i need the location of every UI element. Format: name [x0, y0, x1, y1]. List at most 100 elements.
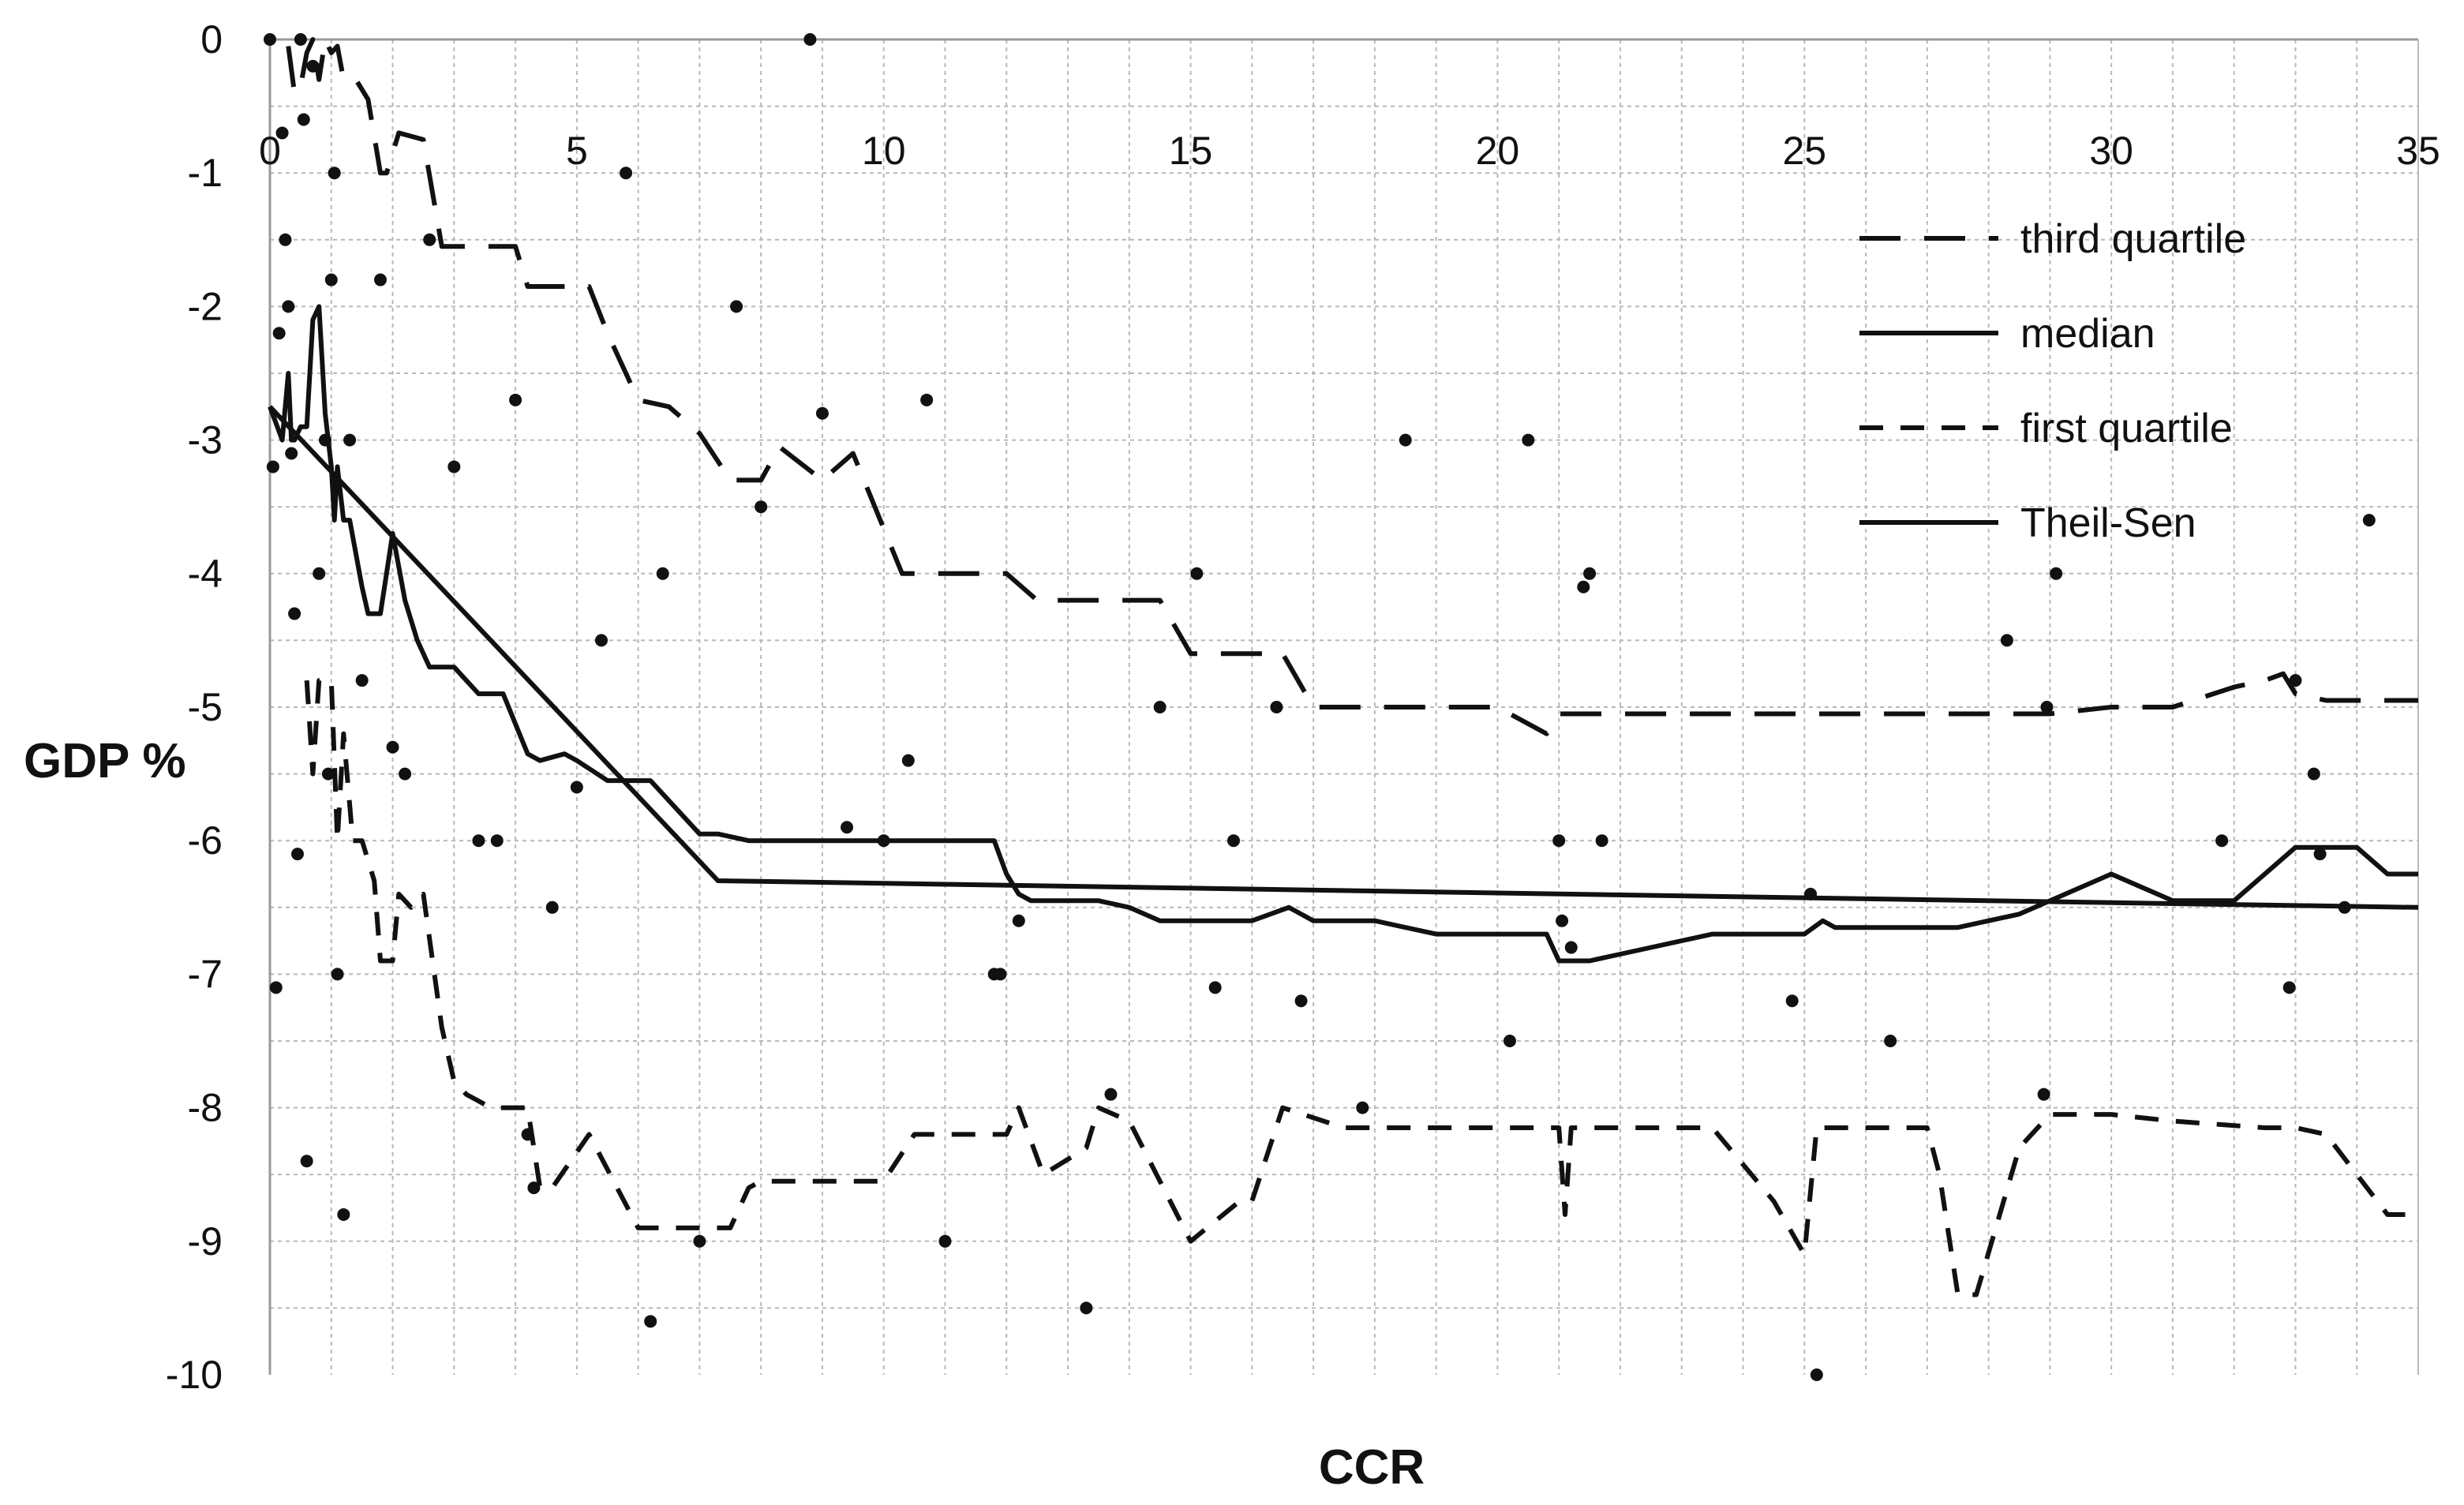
- scatter-point: [423, 233, 436, 246]
- scatter-point: [331, 968, 344, 981]
- scatter-point: [490, 834, 504, 848]
- y-tick-label: -7: [188, 952, 223, 996]
- tick-labels: 0 5 10 15 20 25 30 35 0 -1 -2 -3 -4 -5 -6 -7 -8 -9 -10: [166, 17, 2440, 1397]
- scatter-point: [2362, 514, 2376, 527]
- scatter-point: [269, 981, 283, 994]
- scatter-point: [343, 433, 357, 447]
- scatter-point: [841, 821, 854, 834]
- scatter-point: [2289, 674, 2302, 687]
- scatter-point: [1522, 433, 1535, 447]
- y-tick-label: -5: [188, 685, 223, 729]
- scatter-point: [815, 406, 829, 420]
- scatter-point: [297, 113, 310, 126]
- scatter-point: [1552, 834, 1566, 848]
- y-tick-label: -1: [188, 151, 223, 195]
- scatter-point: [1810, 1368, 1823, 1381]
- scatter-point: [2338, 900, 2351, 914]
- scatter-point: [1564, 941, 1578, 954]
- series-lines: [268, 37, 2419, 1297]
- scatter-point: [527, 1181, 541, 1195]
- scatter-point: [521, 1128, 534, 1141]
- x-tick-label: 20: [1476, 129, 1520, 173]
- scatter-point: [1583, 567, 1597, 580]
- scatter-point: [294, 33, 307, 46]
- scatter-point: [877, 834, 890, 848]
- scatter-point: [337, 1207, 350, 1221]
- scatter-point: [300, 1155, 313, 1168]
- scatter-point: [755, 500, 768, 514]
- scatter-point: [938, 1234, 952, 1248]
- scatter-point: [264, 33, 276, 46]
- scatter-point: [1227, 834, 1241, 848]
- x-tick-label: 25: [1782, 129, 1826, 173]
- y-tick-label: -3: [188, 418, 223, 462]
- scatter-point: [306, 59, 320, 73]
- scatter-point: [1884, 1035, 1897, 1047]
- axes: [268, 38, 2419, 1375]
- scatter-point: [1356, 1101, 1369, 1114]
- scatter-point: [570, 781, 583, 794]
- scatter-point: [447, 460, 461, 474]
- scatter-point: [1785, 994, 1799, 1008]
- scatter-point: [2282, 981, 2296, 994]
- x-tick-label: 30: [2089, 129, 2133, 173]
- legend-label: first quartile: [2020, 406, 2233, 451]
- scatter-point: [1208, 981, 1222, 994]
- scatter-point: [373, 273, 387, 286]
- scatter-point: [285, 447, 298, 460]
- scatter-point: [472, 834, 485, 848]
- scatter-point: [1080, 1301, 1093, 1315]
- scatter-point: [693, 1234, 706, 1248]
- scatter-point: [321, 767, 335, 781]
- scatter-point: [994, 968, 1007, 981]
- legend-label: median: [2020, 311, 2155, 357]
- y-tick-label: -2: [188, 284, 223, 328]
- x-tick-label: 10: [862, 129, 906, 173]
- scatter-point: [1190, 567, 1204, 580]
- x-tick-label: 15: [1169, 129, 1213, 173]
- y-axis-title: GDP %: [24, 734, 186, 788]
- scatter-point: [1577, 580, 1590, 593]
- x-axis-title: CCR: [1319, 1440, 1425, 1495]
- scatter-point: [2215, 834, 2229, 848]
- scatter-point: [1104, 1088, 1118, 1101]
- scatter-point: [730, 300, 743, 313]
- scatter-point: [803, 33, 817, 46]
- series-line-first-quartile: [304, 678, 2418, 1297]
- scatter-point: [279, 233, 292, 246]
- scatter-point: [2050, 567, 2063, 580]
- scatter-point: [1804, 887, 1818, 900]
- scatter-point: [644, 1315, 657, 1328]
- legend: third quartile median first quartile Theil-…: [1859, 216, 2246, 546]
- scatter-points: [264, 33, 2376, 1381]
- scatter-point: [2000, 634, 2013, 647]
- series-line-theil-sen: [268, 405, 2419, 910]
- scatter-point: [399, 767, 412, 781]
- x-tick-label: 5: [566, 129, 588, 173]
- scatter-point: [290, 848, 304, 861]
- scatter-point: [1294, 994, 1308, 1008]
- scatter-point: [272, 327, 286, 340]
- x-tick-label: 35: [2396, 129, 2440, 173]
- scatter-point: [1556, 914, 1569, 927]
- series-line-third-quartile: [286, 37, 2418, 736]
- scatter-point: [288, 607, 301, 620]
- scatter-point: [901, 754, 915, 767]
- scatter-point: [920, 393, 934, 406]
- scatter-point: [620, 167, 633, 180]
- scatter-point: [324, 273, 338, 286]
- scatter-point: [1399, 433, 1412, 447]
- legend-label: Theil-Sen: [2020, 500, 2196, 546]
- scatter-point: [1595, 834, 1608, 848]
- scatter-point: [1153, 701, 1166, 713]
- scatter-point: [509, 393, 522, 406]
- scatter-point: [1503, 1035, 1516, 1047]
- legend-label: third quartile: [2020, 216, 2246, 262]
- y-tick-label: -9: [188, 1219, 223, 1264]
- y-tick-label: -4: [188, 552, 223, 596]
- y-tick-label: -6: [188, 818, 223, 863]
- gridlines: [270, 39, 2418, 1375]
- scatter-point: [656, 567, 669, 580]
- scatter-point: [328, 167, 341, 180]
